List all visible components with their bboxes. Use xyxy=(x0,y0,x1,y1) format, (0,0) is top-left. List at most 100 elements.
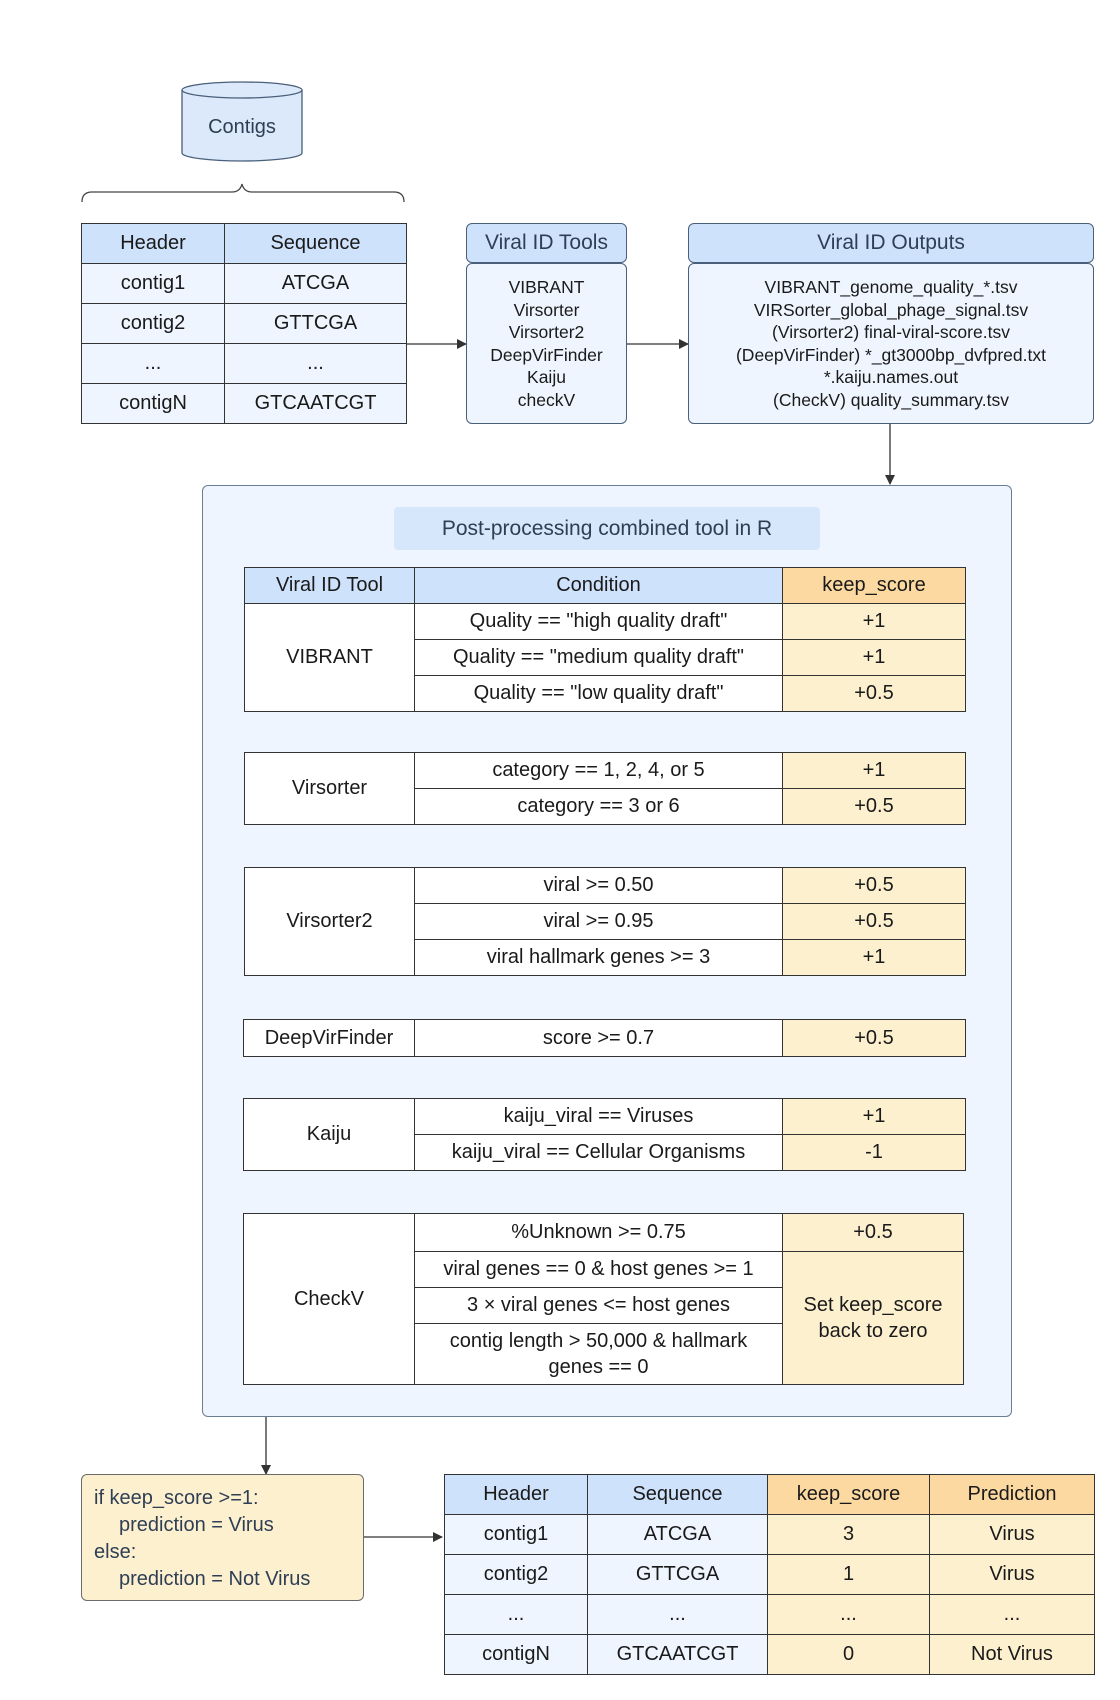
condition-cell: kaiju_viral == Cellular Organisms xyxy=(414,1134,783,1171)
score-cell: +0.5 xyxy=(782,1019,966,1057)
table-cell: ... xyxy=(587,1594,768,1635)
table-cell: Virus xyxy=(929,1514,1095,1555)
table-cell: Not Virus xyxy=(929,1634,1095,1675)
output-item: (CheckV) quality_summary.tsv xyxy=(773,389,1009,410)
table-cell: ... xyxy=(767,1594,930,1635)
stage-tool-name: Kaiju xyxy=(243,1098,415,1171)
reset-score-cell: Set keep_score back to zero xyxy=(782,1251,964,1385)
table-cell: GTCAATCGT xyxy=(224,383,407,424)
score-cell: +1 xyxy=(782,603,966,640)
condition-cell: viral genes == 0 & host genes >= 1 xyxy=(414,1251,783,1288)
table-row: contigN GTCAATCGT xyxy=(81,383,407,424)
table-cell: ATCGA xyxy=(224,263,407,304)
stage-virsorter2: Virsorter2 viral >= 0.50 +0.5 viral >= 0… xyxy=(244,867,966,976)
result-header-cell: Sequence xyxy=(587,1474,768,1515)
table-cell: Virus xyxy=(929,1554,1095,1595)
tool-item: Virsorter2 xyxy=(508,322,585,342)
scoring-header-table: Viral ID Tool Condition keep_score xyxy=(244,567,966,604)
output-item: *.kaiju.names.out xyxy=(823,367,959,387)
tools-list: VIBRANT Virsorter Virsorter2 DeepVirFind… xyxy=(466,263,627,424)
contigs-brace xyxy=(81,183,405,203)
stage-tool-name: Virsorter xyxy=(244,752,415,825)
table-row: contig1 ATCGA 3 Virus xyxy=(444,1514,1095,1555)
result-header-cell: keep_score xyxy=(767,1474,930,1515)
table-cell: GTTCGA xyxy=(587,1554,768,1595)
table-cell: ... xyxy=(81,343,225,384)
stage-tool-name: DeepVirFinder xyxy=(243,1019,415,1057)
result-header-row: Header Sequence keep_score Prediction xyxy=(444,1474,1095,1515)
input-table-header-row: Header Sequence xyxy=(81,223,407,264)
condition-cell: viral >= 0.95 xyxy=(414,903,783,940)
score-cell: +0.5 xyxy=(782,903,966,940)
tool-item: DeepVirFinder xyxy=(490,344,603,365)
stage-kaiju: Kaiju kaiju_viral == Viruses +1 kaiju_vi… xyxy=(243,1098,966,1171)
scoring-header-tool: Viral ID Tool xyxy=(244,567,415,604)
score-cell: +1 xyxy=(782,752,966,789)
table-cell: contig1 xyxy=(81,263,225,304)
tool-item: VIBRANT xyxy=(508,277,585,297)
condition-cell: 3 × viral genes <= host genes xyxy=(414,1287,783,1324)
stage-tool-name: Virsorter2 xyxy=(244,867,415,976)
rule-line: if keep_score >=1: xyxy=(94,1487,259,1509)
outputs-title: Viral ID Outputs xyxy=(688,223,1094,263)
table-row: contig2 GTTCGA 1 Virus xyxy=(444,1554,1095,1595)
table-cell: ... xyxy=(444,1594,588,1635)
input-table: Header Sequence contig1 ATCGA contig2 GT… xyxy=(81,223,407,424)
condition-cell: category == 1, 2, 4, or 5 xyxy=(414,752,783,789)
rule-line: else: xyxy=(94,1541,137,1563)
condition-cell: score >= 0.7 xyxy=(414,1019,783,1057)
scoring-header-condition: Condition xyxy=(414,567,783,604)
condition-cell: viral >= 0.50 xyxy=(414,867,783,904)
score-cell: +1 xyxy=(782,939,966,976)
table-cell: GTTCGA xyxy=(224,303,407,344)
stage-vibrant: VIBRANT Quality == "high quality draft" … xyxy=(244,603,966,712)
stage-tool-name: VIBRANT xyxy=(244,603,415,712)
score-cell: +0.5 xyxy=(782,788,966,825)
condition-cell: Quality == "low quality draft" xyxy=(414,675,783,712)
tool-item: Kaiju xyxy=(527,367,566,387)
table-cell: 0 xyxy=(767,1634,930,1675)
table-cell: 3 xyxy=(767,1514,930,1555)
result-header-cell: Prediction xyxy=(929,1474,1095,1515)
table-cell: contig2 xyxy=(81,303,225,344)
condition-cell: category == 3 or 6 xyxy=(414,788,783,825)
output-item: (DeepVirFinder) *_gt3000bp_dvfpred.txt xyxy=(735,344,1046,365)
stage-checkv: CheckV %Unknown >= 0.75 +0.5 viral genes… xyxy=(243,1213,964,1385)
score-cell: +1 xyxy=(782,639,966,676)
contigs-database-icon: Contigs xyxy=(181,81,303,162)
table-row: contig2 GTTCGA xyxy=(81,303,407,344)
table-cell: ... xyxy=(224,343,407,384)
table-cell: contig1 xyxy=(444,1514,588,1555)
stage-tool-name: CheckV xyxy=(243,1213,415,1385)
contigs-label: Contigs xyxy=(208,116,276,138)
score-cell: +0.5 xyxy=(782,1213,964,1252)
table-row: ... ... xyxy=(81,343,407,384)
stage-deepvirfinder: DeepVirFinder score >= 0.7 +0.5 xyxy=(243,1019,966,1057)
result-header-cell: Header xyxy=(444,1474,588,1515)
outputs-list: VIBRANT_genome_quality_*.tsv VIRSorter_g… xyxy=(688,263,1094,424)
stage-virsorter: Virsorter category == 1, 2, 4, or 5 +1 c… xyxy=(244,752,966,825)
condition-cell: Quality == "high quality draft" xyxy=(414,603,783,640)
score-cell: +1 xyxy=(782,1098,966,1135)
tools-title: Viral ID Tools xyxy=(466,223,627,263)
table-cell: contigN xyxy=(81,383,225,424)
table-cell: ... xyxy=(929,1594,1095,1635)
score-cell: -1 xyxy=(782,1134,966,1171)
table-row: ... ... ... ... xyxy=(444,1594,1095,1635)
score-cell: +0.5 xyxy=(782,675,966,712)
post-processing-title: Post-processing combined tool in R xyxy=(394,507,820,550)
rule-line: prediction = Not Virus xyxy=(119,1568,311,1590)
result-table: Header Sequence keep_score Prediction co… xyxy=(444,1474,1095,1675)
table-cell: GTCAATCGT xyxy=(587,1634,768,1675)
condition-cell: kaiju_viral == Viruses xyxy=(414,1098,783,1135)
input-header-cell: Sequence xyxy=(224,223,407,264)
table-cell: ATCGA xyxy=(587,1514,768,1555)
output-item: VIRSorter_global_phage_signal.tsv xyxy=(753,299,1029,320)
scoring-header-keep-score: keep_score xyxy=(782,567,966,604)
prediction-rule-box: if keep_score >=1: prediction = Virus el… xyxy=(81,1474,364,1601)
score-cell: +0.5 xyxy=(782,867,966,904)
table-cell: contigN xyxy=(444,1634,588,1675)
table-cell: contig2 xyxy=(444,1554,588,1595)
condition-cell: contig length > 50,000 & hallmark genes … xyxy=(414,1323,783,1385)
table-row: contigN GTCAATCGT 0 Not Virus xyxy=(444,1634,1095,1675)
